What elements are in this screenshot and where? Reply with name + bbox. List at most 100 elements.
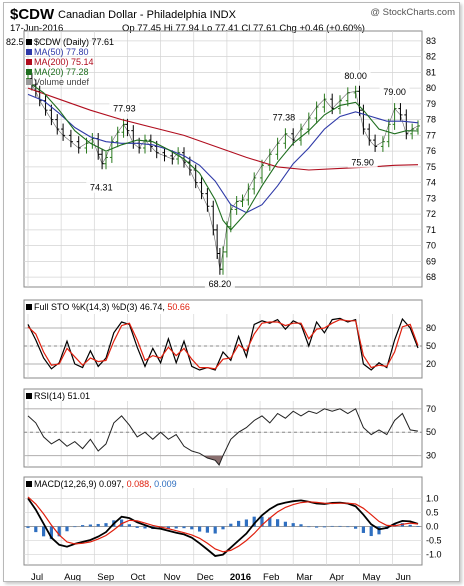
macd-histogram-bar: [49, 526, 53, 540]
y-tick-label: 73: [426, 193, 436, 203]
macd-histogram-bar: [276, 519, 280, 527]
annotation-bg: [204, 277, 235, 289]
macd-histogram-bar: [81, 525, 85, 527]
series-line--d: [27, 318, 419, 370]
macd-legend-hist: 0.009: [154, 479, 177, 489]
macd-legend-signal: 0.088,: [127, 479, 152, 489]
macd-histogram-bar: [120, 519, 124, 527]
macd-histogram-bar: [88, 524, 92, 527]
price-plot: 77.93 74.31 68.20 77.38 80.00 75.90 79.00: [26, 70, 420, 289]
y-tick-label: 50: [426, 341, 436, 351]
stoch-plot: [24, 317, 422, 371]
y-tick-label: 74: [426, 178, 436, 188]
macd-histogram-bar: [237, 520, 241, 527]
y-tick-label: 81: [426, 67, 436, 77]
x-axis-label: Feb: [263, 572, 279, 581]
price-annotation: 75.90: [351, 158, 374, 168]
legend-volume: Volume undef: [34, 77, 90, 87]
macd-histogram-bar: [361, 526, 365, 533]
x-axis-label: Mar: [296, 572, 312, 581]
y-tick-label: 82: [426, 52, 436, 62]
y-tick-label: 79: [426, 99, 436, 109]
y-tick-label: 71: [426, 225, 436, 235]
annotation-bg: [347, 156, 378, 168]
macd-histogram-bar: [182, 526, 186, 529]
macd-histogram-bar: [205, 526, 209, 533]
y-tick-label: 1.0: [426, 493, 439, 503]
legend-ma50: MA(50) 77.80: [34, 47, 89, 57]
y-tick-label: 20: [426, 359, 436, 369]
chart-date: 17-Jun-2016: [10, 23, 63, 34]
series-line-macd: [27, 497, 419, 557]
y-tick-label: 78: [426, 115, 436, 125]
macd-histogram-bar: [283, 521, 287, 527]
y-tick-label: 70: [426, 404, 436, 414]
macd-histogram-bar: [42, 526, 46, 537]
rsi-legend: RSI(14) 51.01: [34, 391, 90, 401]
price-left-tag: 82.5: [6, 37, 24, 47]
annotation-bg: [268, 111, 299, 123]
macd-histogram-bar: [213, 526, 217, 534]
legend-price: $CDW (Daily) 77.61: [34, 37, 114, 47]
x-axis-label: 2016: [230, 572, 251, 581]
y-tick-label: 50: [426, 427, 436, 437]
x-axis-label: May: [363, 572, 381, 581]
macd-legend: MACD(12,26,9) 0.097, 0.088, 0.009: [34, 479, 177, 489]
y-tick-label: 0.5: [426, 507, 439, 517]
x-axis-label: Jul: [31, 572, 43, 581]
x-axis-label: Oct: [130, 572, 145, 581]
legend-ma20: MA(20) 77.28: [34, 67, 89, 77]
axis-ticks: 68 69 70 71 72 73 74 75 76 77 78 79 80 81 82 83 20 50 80 30…: [426, 36, 442, 560]
price-annotation: 77.93: [113, 104, 136, 114]
macd-histogram-bar: [315, 526, 319, 528]
macd-histogram-bar: [174, 526, 178, 529]
macd-histogram-bar: [338, 525, 342, 527]
macd-histogram-bar: [268, 517, 272, 527]
y-tick-label: 72: [426, 209, 436, 219]
y-tick-label: 77: [426, 130, 436, 140]
macd-histogram-bar: [104, 523, 108, 527]
x-axis-label: Apr: [329, 572, 344, 581]
series-line-rsi-14-: [27, 408, 419, 466]
y-tick-label: 30: [426, 451, 436, 461]
macd-histogram-bar: [57, 526, 61, 537]
macd-histogram-bar: [229, 523, 233, 527]
annotation-bg: [109, 102, 140, 114]
macd-histogram-bar: [346, 526, 350, 528]
y-tick-label: -1.0: [426, 550, 442, 560]
rsi-plot: [24, 408, 422, 466]
stoch-legend-d: 50.66: [167, 302, 190, 312]
macd-histogram-bar: [416, 526, 420, 527]
macd-histogram-bar: [291, 523, 295, 527]
macd-histogram-bar: [166, 526, 170, 529]
macd-histogram-bar: [73, 526, 77, 528]
series-line-signal: [27, 496, 419, 553]
macd-histogram-bar: [377, 526, 381, 535]
stoch-legend: Full STO %K(14,3) %D(3) 46.74, 50.66: [34, 302, 190, 312]
series-line-ma-50-: [27, 93, 419, 214]
macd-plot: [24, 496, 422, 557]
price-quote: Op 77.45 Hi 77.94 Lo 77.41 Cl 77.61 Chg …: [122, 23, 365, 34]
macd-histogram-bar: [96, 523, 100, 527]
price-annotation: 80.00: [344, 71, 367, 81]
macd-histogram-bar: [26, 526, 30, 528]
macd-histogram-bar: [135, 526, 139, 528]
y-tick-label: 83: [426, 36, 436, 46]
x-axis-label: Sep: [97, 572, 114, 581]
macd-histogram-bar: [244, 519, 248, 527]
chart-frame: $CDW Canadian Dollar - Philadelphia INDX…: [3, 2, 460, 582]
macd-histogram-bar: [252, 516, 256, 527]
y-tick-label: 76: [426, 146, 436, 156]
y-tick-label: 68: [426, 272, 436, 282]
copyright-label: @ StockCharts.com: [370, 7, 455, 18]
x-axis-label: Nov: [164, 572, 181, 581]
macd-legend-value: MACD(12,26,9) 0.097,: [34, 479, 124, 489]
macd-histogram-bar: [260, 516, 264, 527]
y-tick-label: 0.0: [426, 522, 439, 532]
x-axis-label: Aug: [64, 572, 81, 581]
price-annotation: 79.00: [383, 87, 406, 97]
macd-histogram-bar: [198, 526, 202, 532]
macd-histogram-bar: [330, 525, 334, 527]
price-legend-swatch: [26, 39, 32, 45]
instrument-name: Canadian Dollar - Philadelphia INDX: [58, 9, 237, 21]
